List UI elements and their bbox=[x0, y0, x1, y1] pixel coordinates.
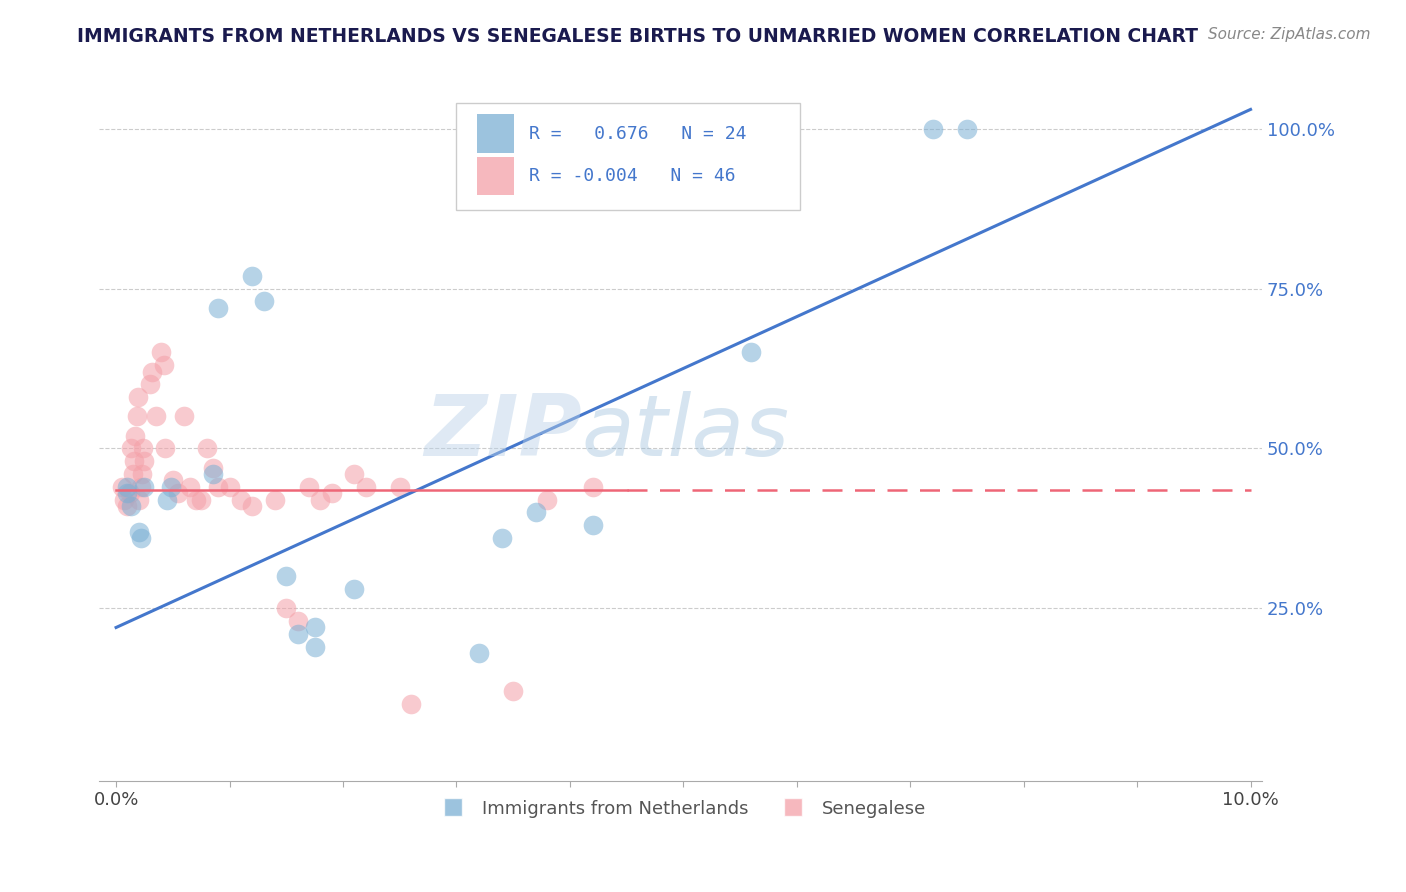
Point bbox=[229, 492, 252, 507]
Point bbox=[343, 582, 366, 596]
Point bbox=[120, 499, 142, 513]
Point bbox=[276, 569, 298, 583]
Point bbox=[167, 486, 190, 500]
Point bbox=[207, 480, 229, 494]
Point bbox=[298, 480, 321, 494]
Point bbox=[581, 480, 603, 494]
Point bbox=[304, 640, 326, 654]
Point bbox=[388, 480, 411, 494]
Point bbox=[111, 480, 134, 494]
Point bbox=[190, 492, 212, 507]
Point bbox=[179, 480, 201, 494]
Point bbox=[118, 486, 141, 500]
Point bbox=[117, 499, 139, 513]
Point bbox=[287, 627, 309, 641]
Bar bbox=[477, 157, 515, 195]
Point bbox=[173, 409, 195, 424]
Point bbox=[491, 531, 513, 545]
Point bbox=[502, 684, 524, 698]
Text: R = -0.004   N = 46: R = -0.004 N = 46 bbox=[529, 167, 735, 185]
Point bbox=[252, 294, 274, 309]
Point bbox=[207, 301, 229, 315]
Point bbox=[536, 492, 558, 507]
Text: IMMIGRANTS FROM NETHERLANDS VS SENEGALESE BIRTHS TO UNMARRIED WOMEN CORRELATION : IMMIGRANTS FROM NETHERLANDS VS SENEGALES… bbox=[77, 27, 1198, 45]
Text: atlas: atlas bbox=[582, 392, 790, 475]
Point bbox=[125, 409, 148, 424]
Point bbox=[128, 492, 150, 507]
Point bbox=[129, 531, 152, 545]
Point bbox=[399, 698, 422, 712]
Point bbox=[129, 480, 152, 494]
Point bbox=[240, 268, 263, 283]
Point bbox=[112, 492, 135, 507]
Point bbox=[287, 614, 309, 628]
Point bbox=[145, 409, 167, 424]
Point bbox=[120, 442, 142, 456]
Point bbox=[468, 646, 491, 660]
Point bbox=[150, 345, 173, 359]
Point bbox=[343, 467, 366, 481]
Point bbox=[122, 454, 145, 468]
Point bbox=[276, 601, 298, 615]
Point bbox=[131, 467, 153, 481]
Point bbox=[922, 121, 945, 136]
Point bbox=[201, 467, 224, 481]
Point bbox=[524, 505, 547, 519]
FancyBboxPatch shape bbox=[456, 103, 800, 210]
Point bbox=[740, 345, 762, 359]
Point bbox=[321, 486, 343, 500]
Point bbox=[201, 460, 224, 475]
Point bbox=[117, 480, 139, 494]
Point bbox=[132, 442, 155, 456]
Text: Source: ZipAtlas.com: Source: ZipAtlas.com bbox=[1208, 27, 1371, 42]
Point bbox=[581, 518, 603, 533]
Point bbox=[309, 492, 332, 507]
Point bbox=[354, 480, 377, 494]
Bar bbox=[477, 114, 515, 153]
Point bbox=[128, 524, 150, 539]
Point bbox=[184, 492, 207, 507]
Point bbox=[124, 428, 146, 442]
Legend: Immigrants from Netherlands, Senegalese: Immigrants from Netherlands, Senegalese bbox=[427, 792, 934, 825]
Point bbox=[122, 467, 145, 481]
Point bbox=[156, 492, 179, 507]
Point bbox=[141, 365, 163, 379]
Point bbox=[152, 358, 174, 372]
Point bbox=[162, 474, 184, 488]
Point bbox=[153, 442, 176, 456]
Text: ZIP: ZIP bbox=[425, 392, 582, 475]
Point bbox=[304, 620, 326, 634]
Point bbox=[240, 499, 263, 513]
Point bbox=[195, 442, 218, 456]
Point bbox=[264, 492, 287, 507]
Point bbox=[134, 454, 156, 468]
Point bbox=[117, 486, 139, 500]
Point bbox=[134, 480, 156, 494]
Point bbox=[956, 121, 979, 136]
Point bbox=[218, 480, 240, 494]
Text: R =   0.676   N = 24: R = 0.676 N = 24 bbox=[529, 125, 747, 143]
Point bbox=[139, 377, 162, 392]
Point bbox=[127, 390, 149, 404]
Point bbox=[159, 480, 181, 494]
